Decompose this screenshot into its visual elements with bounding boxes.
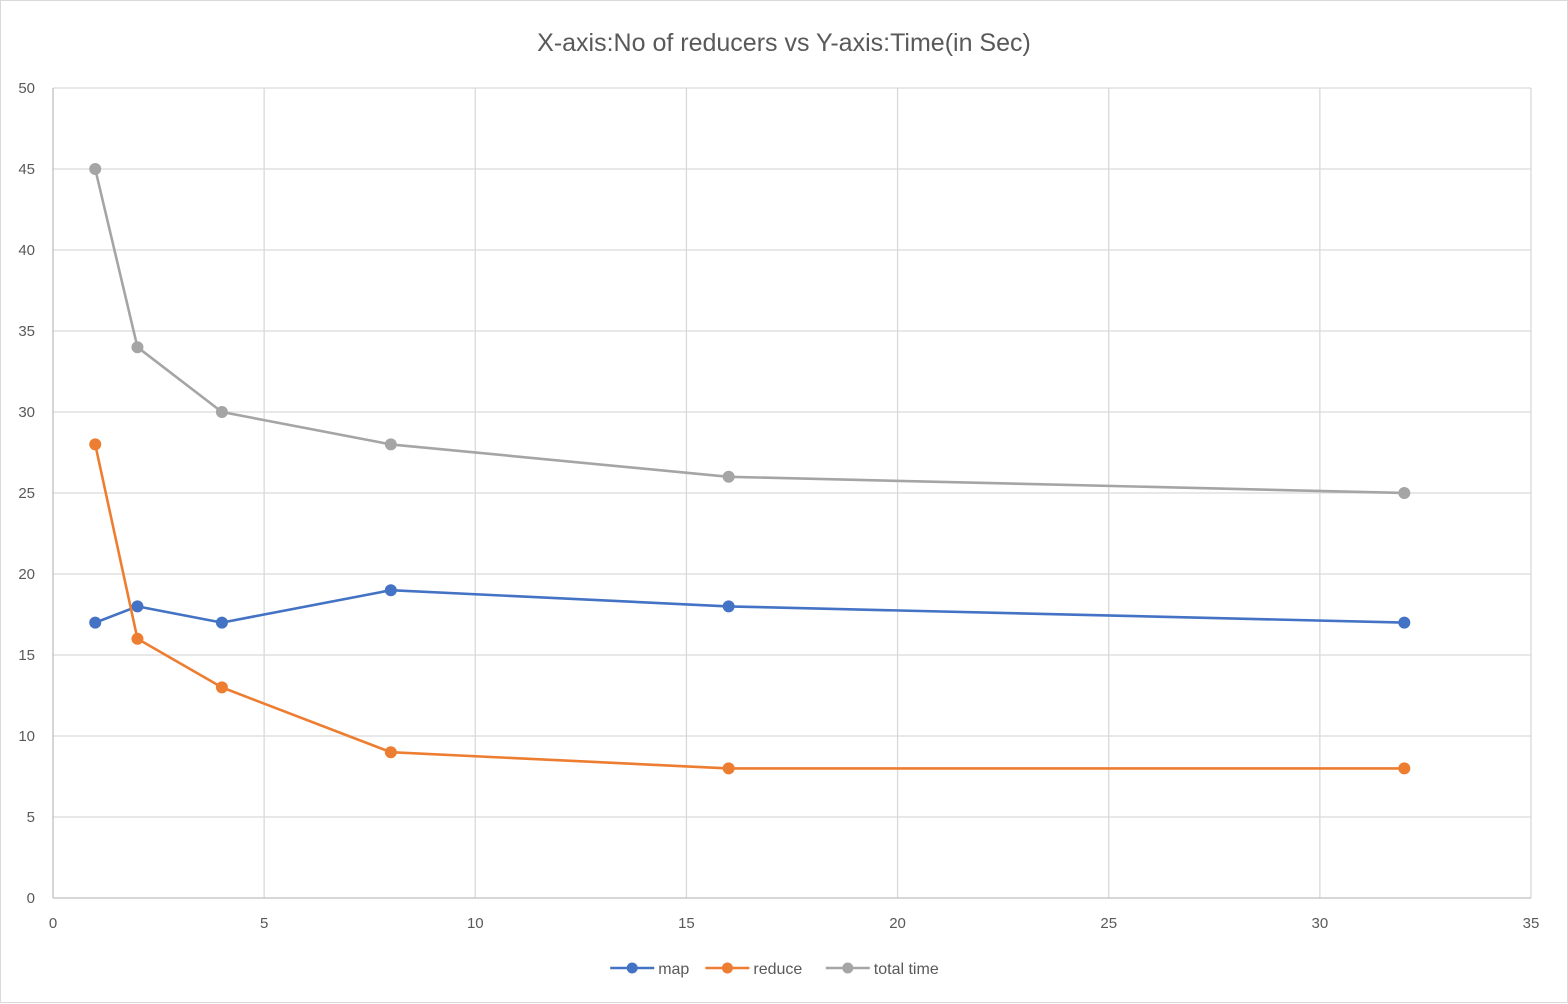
y-tick-label: 40 bbox=[18, 242, 35, 259]
x-tick-label: 25 bbox=[1100, 915, 1117, 932]
data-point-total-time bbox=[89, 163, 102, 175]
data-point-map bbox=[722, 600, 735, 613]
data-point-map bbox=[384, 584, 397, 597]
x-tick-label: 10 bbox=[467, 915, 484, 932]
chart-title: X-axis:No of reducers vs Y-axis:Time(in … bbox=[537, 29, 1031, 57]
data-point-total-time bbox=[384, 438, 397, 451]
data-point-reduce bbox=[89, 438, 102, 451]
series-line-reduce bbox=[93, 444, 1405, 770]
legend-swatch-marker bbox=[721, 962, 733, 974]
x-tick-label: 5 bbox=[260, 915, 268, 932]
legend-item-total-time: total time bbox=[825, 961, 939, 978]
gridlines bbox=[53, 87, 1532, 898]
data-point-map bbox=[1398, 616, 1411, 629]
legend-label: reduce bbox=[753, 961, 802, 978]
legend-item-map: map bbox=[610, 961, 689, 978]
data-point-reduce bbox=[215, 681, 228, 694]
series-lines bbox=[89, 163, 1411, 775]
y-tick-label: 0 bbox=[27, 890, 35, 907]
legend-swatch-marker bbox=[842, 962, 854, 974]
y-tick-label: 50 bbox=[18, 80, 35, 97]
y-tick-label: 5 bbox=[27, 809, 35, 826]
legend-item-reduce: reduce bbox=[705, 961, 802, 978]
series-line-total-time bbox=[93, 168, 1405, 495]
x-tick-label: 0 bbox=[49, 915, 57, 932]
data-point-total-time bbox=[1398, 487, 1411, 499]
series-line-map bbox=[94, 588, 1405, 624]
x-tick-label: 30 bbox=[1312, 915, 1329, 932]
y-tick-label: 35 bbox=[18, 323, 35, 340]
x-tick-label: 35 bbox=[1523, 915, 1540, 932]
data-point-reduce bbox=[384, 746, 397, 759]
legend-label: total time bbox=[874, 961, 939, 978]
y-tick-label: 25 bbox=[18, 485, 35, 502]
data-point-reduce bbox=[722, 762, 735, 775]
y-tick-label: 15 bbox=[18, 647, 35, 664]
x-tick-label: 15 bbox=[678, 915, 695, 932]
data-point-total-time bbox=[722, 470, 735, 483]
y-tick-label: 30 bbox=[18, 404, 35, 421]
legend-label: map bbox=[658, 961, 689, 978]
data-point-total-time bbox=[215, 406, 228, 418]
data-point-map bbox=[215, 616, 228, 629]
data-point-total-time bbox=[131, 341, 144, 354]
data-point-map bbox=[89, 616, 102, 629]
x-tick-label: 20 bbox=[889, 915, 906, 932]
axes: 0 5 10 15 20 25 30 35 40 45 50 0 5 10 15 20 25 30 35 bbox=[18, 80, 1539, 932]
legend: map reduce total time bbox=[610, 961, 939, 978]
legend-swatch-marker bbox=[626, 962, 638, 974]
data-point-reduce bbox=[1398, 762, 1411, 775]
y-tick-label: 45 bbox=[18, 161, 35, 178]
data-point-reduce bbox=[131, 632, 144, 645]
y-tick-label: 20 bbox=[18, 566, 35, 583]
data-point-map bbox=[131, 600, 144, 613]
y-tick-label: 10 bbox=[18, 728, 35, 745]
